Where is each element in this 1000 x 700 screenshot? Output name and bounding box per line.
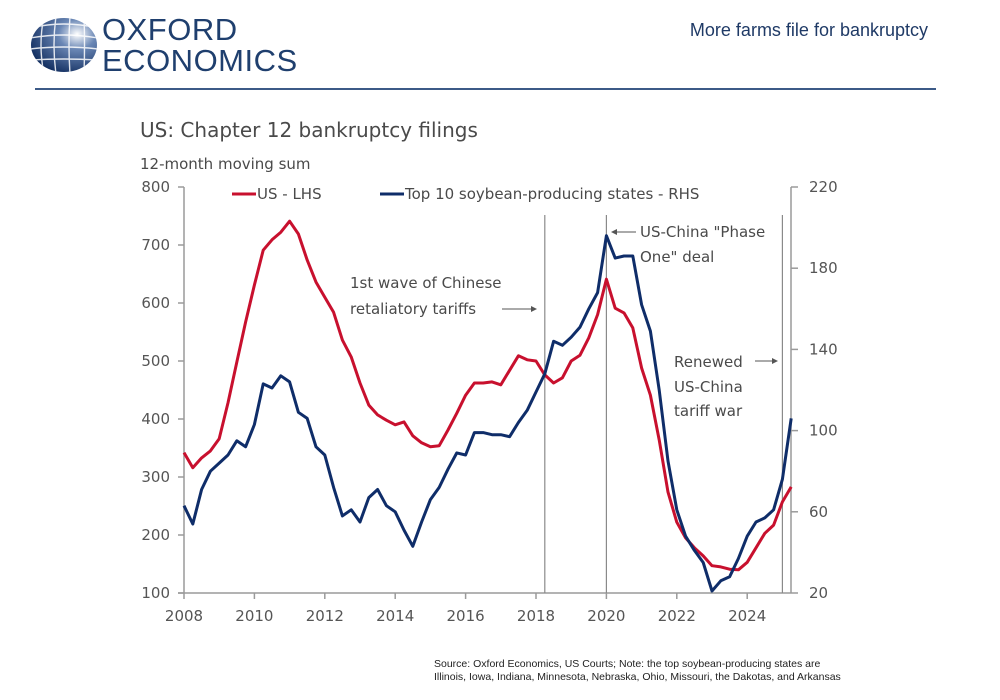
annotation-tariffs-line-1: 1st wave of Chinese bbox=[350, 274, 502, 292]
left-axis-tick-label: 300 bbox=[141, 468, 170, 486]
right-axis-tick-label: 60 bbox=[809, 503, 828, 521]
header-divider bbox=[35, 88, 936, 90]
annotation-renewed-line-1: Renewed bbox=[674, 353, 743, 371]
annotation-renewed-line-3: tariff war bbox=[674, 402, 743, 420]
logo-line-1: OXFORD bbox=[102, 12, 238, 47]
annotation-phase-one-line-2: One" deal bbox=[640, 248, 714, 266]
oxford-economics-logo: OXFORD ECONOMICS bbox=[30, 14, 320, 80]
right-axis-tick-label: 100 bbox=[809, 422, 838, 440]
series-line-soybean-states bbox=[182, 234, 793, 593]
left-axis-tick-label: 600 bbox=[141, 294, 170, 312]
x-axis-tick-label: 2010 bbox=[235, 607, 273, 625]
right-axis-tick-label: 20 bbox=[809, 584, 828, 602]
left-axis-tick-label: 800 bbox=[141, 178, 170, 196]
right-axis-tick-label: 220 bbox=[809, 178, 838, 196]
source-line-2: Illinois, Iowa, Indiana, Minnesota, Nebr… bbox=[434, 671, 841, 683]
legend-label-soybean-states: Top 10 soybean-producing states - RHS bbox=[404, 185, 699, 203]
arrowhead-icon bbox=[531, 306, 537, 312]
left-axis-tick-label: 500 bbox=[141, 352, 170, 370]
x-axis-tick-label: 2018 bbox=[517, 607, 555, 625]
x-axis-tick-label: 2012 bbox=[306, 607, 344, 625]
x-axis-tick-label: 2024 bbox=[728, 607, 766, 625]
chart-subtitle: 12-month moving sum bbox=[140, 155, 311, 173]
arrowhead-icon bbox=[611, 229, 617, 235]
annotation-phase-one-line-1: US-China "Phase bbox=[640, 223, 765, 241]
chart-title: US: Chapter 12 bankruptcy filings bbox=[140, 118, 478, 142]
globe-icon bbox=[31, 18, 97, 72]
x-axis-tick-label: 2014 bbox=[376, 607, 414, 625]
annotation-renewed-line-2: US-China bbox=[674, 378, 743, 396]
arrowhead-icon bbox=[772, 358, 778, 364]
source-note: Source: Oxford Economics, US Courts; Not… bbox=[434, 658, 841, 684]
left-axis-tick-label: 400 bbox=[141, 410, 170, 428]
annotation-tariffs-line-2: retaliatory tariffs bbox=[350, 300, 476, 318]
right-axis-tick-label: 140 bbox=[809, 340, 838, 358]
x-axis-tick-label: 2022 bbox=[658, 607, 696, 625]
right-axis-tick-label: 180 bbox=[809, 259, 838, 277]
logo-wordmark: OXFORD ECONOMICS bbox=[102, 14, 298, 76]
left-axis-tick-label: 100 bbox=[141, 584, 170, 602]
legend-label-us: US - LHS bbox=[257, 185, 322, 203]
page-title: More farms file for bankruptcy bbox=[689, 20, 928, 40]
left-axis-tick-label: 200 bbox=[141, 526, 170, 544]
left-axis-tick-label: 700 bbox=[141, 236, 170, 254]
source-line-1: Source: Oxford Economics, US Courts; Not… bbox=[434, 658, 821, 670]
x-axis-tick-label: 2020 bbox=[587, 607, 625, 625]
x-axis-tick-label: 2016 bbox=[447, 607, 485, 625]
logo-line-2: ECONOMICS bbox=[102, 43, 298, 78]
x-axis-tick-label: 2008 bbox=[165, 607, 203, 625]
